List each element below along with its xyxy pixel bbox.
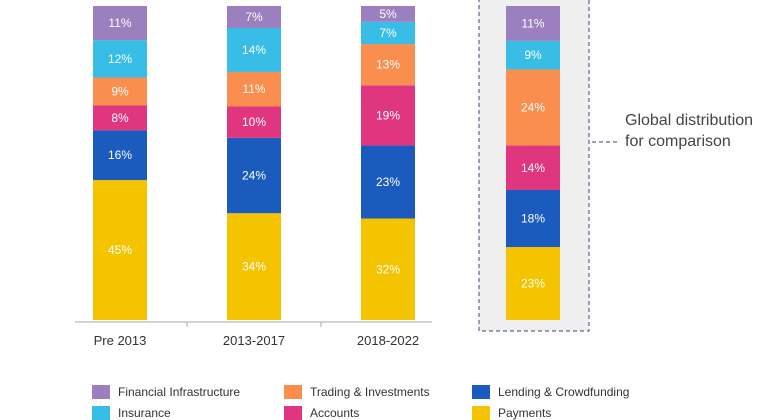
data-label: 11% — [521, 16, 544, 30]
data-label: 19% — [376, 108, 400, 122]
legend-swatch — [284, 406, 302, 420]
legend-label: Trading & Investments — [310, 385, 430, 399]
legend-swatch — [92, 385, 110, 399]
x-tick-labels-group: Pre 2013 2013-2017 2018-2022 — [94, 322, 419, 348]
data-label: 11% — [242, 82, 265, 96]
data-label: 13% — [376, 58, 400, 72]
data-label: 32% — [376, 262, 400, 276]
legend-item: Insurance — [92, 406, 171, 420]
bar-segment — [227, 27, 281, 72]
data-label: 16% — [108, 148, 132, 162]
x-tick-label: 2018-2022 — [357, 333, 419, 348]
data-label: 7% — [245, 10, 263, 24]
data-label: 10% — [242, 115, 266, 129]
data-label: 14% — [521, 161, 545, 175]
bars-group: 45% 16% 8% 9% 12% 11% 34% 24% 10% 11% 14% 7% 32% 23% 1… — [93, 6, 560, 320]
comparison-note: Global distribution for comparison — [625, 112, 754, 150]
bar-segment — [361, 145, 415, 219]
data-label: 8% — [111, 111, 129, 125]
data-label: 7% — [379, 26, 397, 40]
bar-segment — [93, 180, 147, 320]
data-label: 11% — [108, 16, 131, 30]
legend-label: Accounts — [310, 406, 360, 420]
bar-segment — [506, 189, 560, 248]
bar-segment — [361, 85, 415, 146]
stacked-bar-chart: 45% 16% 8% 9% 12% 11% 34% 24% 10% 11% 14% 7% 32% 23% 1… — [75, 0, 618, 348]
bar-segment — [506, 69, 560, 146]
bar-segment — [361, 6, 415, 22]
data-label: 5% — [379, 7, 397, 21]
legend-item: Accounts — [284, 406, 359, 420]
bar-segment — [93, 77, 147, 106]
legend: Financial Infrastructure Trading & Inves… — [0, 381, 760, 420]
bar-segment — [227, 106, 281, 138]
legend-label: Payments — [498, 406, 552, 420]
legend-swatch — [472, 406, 490, 420]
bar-segment — [361, 21, 415, 45]
data-label: 24% — [242, 169, 266, 183]
data-label: 9% — [524, 48, 542, 62]
data-label: 34% — [242, 260, 266, 274]
bar-segment — [506, 6, 560, 41]
data-label: 23% — [376, 175, 400, 189]
legend-item: Lending & Crowdfunding — [472, 385, 629, 399]
x-tick-label: Pre 2013 — [94, 333, 147, 348]
bar-segment — [93, 40, 147, 78]
data-label: 12% — [108, 52, 132, 66]
legend-label: Lending & Crowdfunding — [498, 385, 630, 399]
bar-segment — [506, 145, 560, 190]
bar-segment — [93, 130, 147, 181]
legend-swatch — [284, 385, 302, 399]
bar-segment — [506, 247, 560, 320]
bar-segment — [93, 6, 147, 41]
data-label: 23% — [521, 277, 545, 291]
legend-label: Insurance — [118, 406, 171, 420]
bar-segment — [93, 105, 147, 131]
bar-segment — [361, 218, 415, 320]
bar-segment — [506, 40, 560, 70]
legend-item: Financial Infrastructure — [92, 385, 240, 399]
bar-segment — [361, 44, 415, 86]
bar-segment — [227, 71, 281, 107]
x-tick-label: 2013-2017 — [223, 333, 285, 348]
legend-label: Financial Infrastructure — [118, 385, 241, 399]
data-label: 18% — [521, 212, 545, 226]
data-label: 14% — [242, 43, 266, 57]
legend-item: Payments — [472, 406, 551, 420]
data-label: 24% — [521, 100, 545, 114]
legend-swatch — [92, 406, 110, 420]
legend-swatch — [472, 385, 490, 399]
bar-segment — [227, 6, 281, 28]
data-label: 9% — [111, 84, 129, 98]
bar-segment — [227, 213, 281, 320]
data-label: 45% — [108, 243, 132, 257]
bar-segment — [227, 137, 281, 214]
legend-item: Trading & Investments — [284, 385, 430, 399]
